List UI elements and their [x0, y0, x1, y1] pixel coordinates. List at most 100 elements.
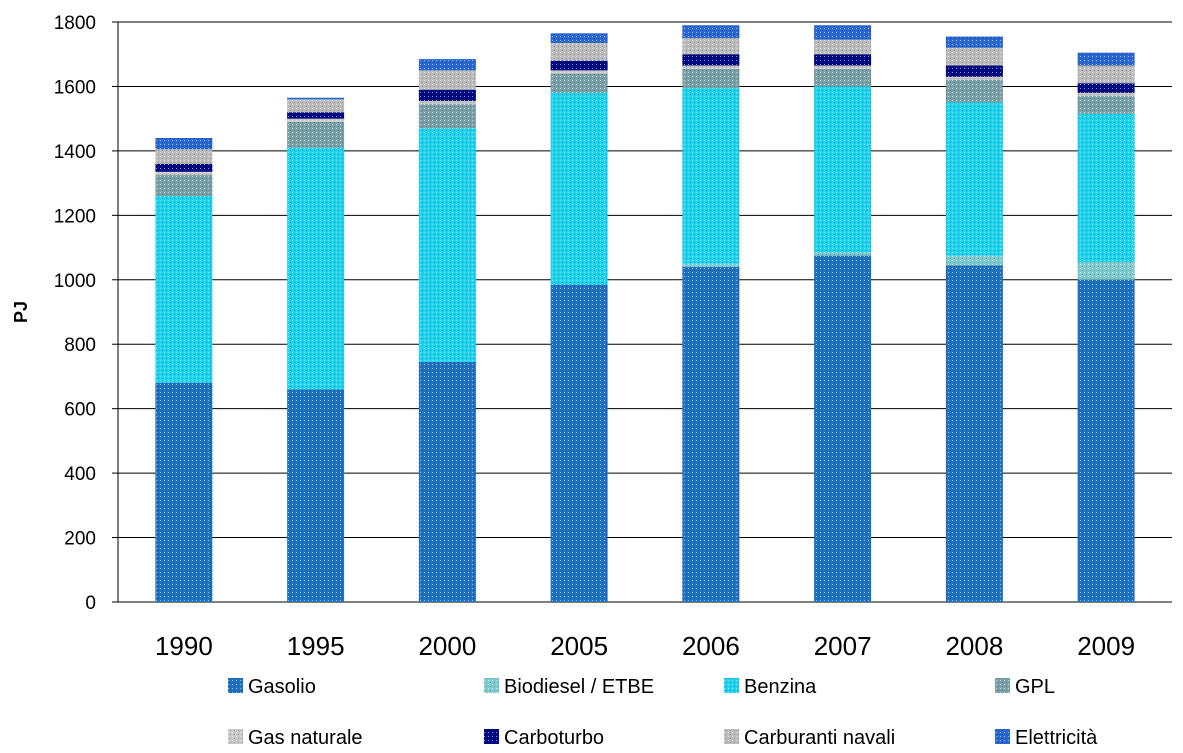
legend-swatch — [995, 729, 1010, 744]
y-tick-label: 1000 — [54, 271, 96, 292]
bar-segment — [550, 73, 608, 93]
legend-label: Gasolio — [248, 676, 316, 698]
bar-segment — [945, 36, 1003, 48]
bar-segment — [418, 59, 476, 71]
y-axis-label: PJ — [11, 301, 31, 323]
bar-segment — [155, 171, 213, 176]
bar-segment — [155, 175, 213, 196]
legend-swatch — [995, 678, 1010, 693]
grid — [118, 21, 1172, 603]
bar-segment — [287, 99, 345, 113]
bar-segment — [814, 252, 872, 256]
bar-segment — [418, 70, 476, 90]
bar-segment — [1077, 96, 1135, 114]
y-tick-label: 1800 — [54, 13, 96, 34]
y-tick-label: 1600 — [54, 77, 96, 98]
x-tick-label: 2009 — [1077, 631, 1135, 661]
bar-segment — [1077, 52, 1135, 66]
bar-segment — [682, 266, 740, 602]
legend: Gasolio Biodiesel / ETBE Benzina GPL Gas nat… — [228, 676, 1098, 749]
bar-segment — [550, 92, 608, 285]
y-tick-label: 1200 — [54, 206, 96, 227]
bar-segment — [814, 54, 872, 66]
bar-segment — [945, 65, 1003, 77]
y-tick-label: 600 — [64, 400, 96, 421]
bars — [155, 25, 1135, 602]
bar-segment — [1077, 92, 1135, 97]
bar-segment — [418, 128, 476, 362]
bar-segment — [682, 25, 740, 39]
bar-segment — [155, 196, 213, 383]
bar-segment — [814, 39, 872, 55]
legend-label: Elettricità — [1015, 727, 1098, 749]
bar-segment — [682, 68, 740, 89]
legend-label: Benzina — [744, 676, 817, 698]
bar-segment — [1077, 279, 1135, 602]
bar-segment — [682, 88, 740, 264]
legend-swatch — [228, 678, 243, 693]
y-tick-label: 0 — [85, 593, 96, 614]
x-tick-label: 2005 — [550, 631, 608, 661]
legend-label: GPL — [1015, 676, 1055, 698]
bar-segment — [155, 163, 213, 172]
bar-segment — [945, 102, 1003, 256]
legend-swatch — [724, 678, 739, 693]
bar-segment — [945, 255, 1003, 266]
bar-segment — [550, 42, 608, 61]
legend-label: Gas naturale — [248, 727, 363, 749]
bar-segment — [945, 76, 1003, 80]
x-tick-label: 2006 — [682, 631, 740, 661]
bar-segment — [287, 112, 345, 119]
y-tick-label: 400 — [64, 464, 96, 485]
bar-segment — [287, 147, 345, 390]
x-tick-label: 2007 — [814, 631, 872, 661]
x-tick-label: 1995 — [287, 631, 345, 661]
bar-segment — [682, 54, 740, 66]
bar-segment — [682, 263, 740, 267]
bar-segment — [287, 97, 345, 100]
bar-segment — [682, 65, 740, 69]
bar-segment — [945, 265, 1003, 602]
bar-segment — [418, 104, 476, 129]
bar-segment — [418, 89, 476, 101]
x-tick-label: 2000 — [418, 631, 476, 661]
bar-segment — [287, 118, 345, 122]
bar-segment — [814, 255, 872, 602]
bar-segment — [287, 121, 345, 148]
bar-segment — [155, 382, 213, 602]
y-tick-label: 800 — [64, 335, 96, 356]
bar-segment — [1077, 262, 1135, 280]
bar-segment — [945, 80, 1003, 103]
bar-segment — [814, 68, 872, 87]
x-tick-label: 1990 — [155, 631, 213, 661]
legend-swatch — [228, 729, 243, 744]
bar-segment — [155, 138, 213, 150]
y-tick-label: 200 — [64, 529, 96, 550]
bar-segment — [1077, 113, 1135, 263]
bar-segment — [1077, 65, 1135, 84]
x-tick-label: 2008 — [945, 631, 1003, 661]
y-tick-label: 1400 — [54, 142, 96, 163]
bar-segment — [550, 33, 608, 43]
legend-swatch — [724, 729, 739, 744]
bar-segment — [418, 100, 476, 105]
bar-segment — [814, 86, 872, 253]
bar-segment — [550, 70, 608, 74]
bar-segment — [1077, 83, 1135, 93]
legend-label: Biodiesel / ETBE — [504, 676, 654, 698]
legend-label: Carburanti navali — [744, 727, 895, 749]
bar-segment — [550, 284, 608, 602]
bar-segment — [814, 25, 872, 40]
bar-segment — [155, 149, 213, 164]
legend-swatch — [484, 729, 499, 744]
bar-segment — [945, 47, 1003, 66]
bar-segment — [550, 60, 608, 71]
bar-segment — [814, 65, 872, 69]
legend-label: Carboturbo — [504, 727, 604, 749]
axes: 0 200 400 600 800 1000 1200 1400 1600 1800 PJ 1990 1… — [11, 13, 1135, 661]
legend-swatch — [484, 678, 499, 693]
bar-segment — [682, 38, 740, 55]
bar-segment — [418, 361, 476, 602]
